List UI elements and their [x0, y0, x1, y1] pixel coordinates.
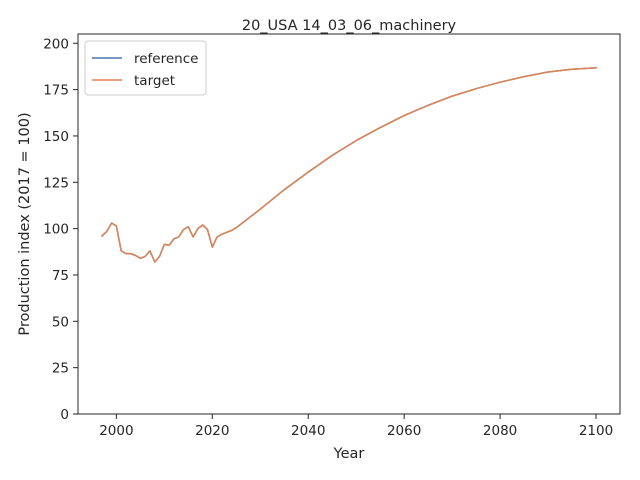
- y-tick-label: 150: [43, 129, 69, 145]
- x-tick-label: 2080: [483, 423, 517, 439]
- x-tick-label: 2000: [99, 423, 133, 439]
- y-tick-label: 125: [43, 175, 69, 191]
- x-tick-label: 2020: [195, 423, 229, 439]
- y-tick-label: 50: [52, 314, 69, 330]
- plot-frame: [77, 33, 621, 415]
- y-tick-label: 175: [43, 83, 69, 99]
- y-tick-label: 75: [52, 268, 69, 284]
- ticks-layer: 2000 2020 2040 2060 2080 2100 0 25 50 75 100 125 150…: [43, 36, 613, 439]
- legend-label-target: target: [134, 73, 175, 89]
- x-tick-label: 2060: [387, 423, 421, 439]
- x-tick-label: 2100: [579, 423, 613, 439]
- y-tick-label: 0: [60, 407, 69, 423]
- legend-label-reference: reference: [134, 51, 198, 67]
- legend: reference target: [84, 40, 207, 96]
- chart-title: 20_USA 14_03_06_machinery: [242, 18, 457, 34]
- series-layer: [100, 66, 597, 263]
- x-tick-label: 2040: [291, 423, 325, 439]
- y-axis-title: Production index (2017 = 100): [17, 112, 33, 335]
- y-tick-label: 100: [43, 222, 69, 238]
- series-line-target: [100, 66, 597, 263]
- y-tick-label: 200: [43, 36, 69, 52]
- y-tick-label: 25: [52, 361, 69, 377]
- legend-box: [84, 40, 207, 96]
- x-axis-title: Year: [333, 446, 365, 462]
